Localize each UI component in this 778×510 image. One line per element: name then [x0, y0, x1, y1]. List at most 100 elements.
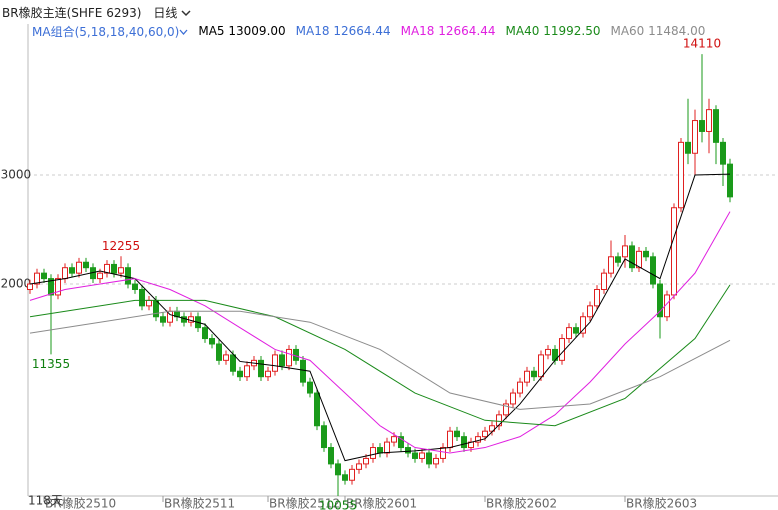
legend-value: 12664.44 — [438, 24, 496, 38]
legend-value: 13009.00 — [228, 24, 286, 38]
period-selector[interactable]: 日线 — [153, 4, 191, 21]
x-tick-label: BR橡胶2601 — [346, 496, 417, 510]
ma-line — [29, 173, 731, 462]
y-tick-label: 13000 — [0, 168, 31, 182]
candle-body — [622, 245, 628, 258]
candle-body — [594, 288, 600, 307]
candle-body — [314, 392, 320, 427]
ma-legend: MA组合(5,18,18,40,60,0) MA5 13009.00 MA18 1… — [32, 22, 705, 40]
candle-body — [272, 354, 278, 372]
candle-body — [580, 316, 586, 334]
candle-body — [370, 447, 376, 459]
candle-body — [657, 283, 663, 318]
y-tick-label: 12000 — [0, 277, 31, 291]
candle-body — [356, 463, 362, 470]
candle-body — [643, 250, 649, 258]
toolbar: BR橡胶主连(SHFE 6293) 日线 — [0, 0, 778, 24]
candle-body — [216, 343, 222, 361]
candle-body — [608, 256, 614, 274]
candle-body — [125, 267, 131, 285]
legend-item: MA5 13009.00 — [198, 24, 285, 38]
candle-body — [34, 272, 40, 285]
candle-body — [426, 452, 432, 465]
candle-body — [615, 256, 621, 263]
period[interactable]: 日线 — [153, 5, 178, 20]
candle-body — [237, 370, 243, 378]
legend-name: MA5 — [198, 24, 225, 38]
legend-item: MA18 12664.44 — [401, 24, 496, 38]
candle-body — [398, 436, 404, 449]
candle-body — [503, 403, 509, 416]
candle-body — [27, 283, 33, 290]
candle-body — [482, 430, 488, 438]
candle-body — [41, 272, 47, 280]
candle-body — [111, 263, 117, 274]
chevron — [181, 9, 191, 16]
legend-value: 11992.50 — [543, 24, 601, 38]
candle-body — [321, 425, 327, 449]
candle-body — [461, 436, 467, 449]
candle-body — [363, 457, 369, 465]
candle-body — [517, 381, 523, 394]
extreme-label: 14110 — [683, 37, 721, 51]
candle-body — [706, 109, 712, 132]
legend-name: MA18 — [295, 24, 330, 38]
x-tick-label: BR橡胶2603 — [626, 496, 697, 510]
symbol[interactable]: BR橡胶主连(SHFE 6293) — [2, 5, 142, 20]
legend-title-text[interactable]: MA组合(5,18,18,40,60,0) — [32, 24, 180, 39]
candle-body — [83, 261, 89, 269]
legend-item: MA60 11484.00 — [610, 24, 705, 38]
candle-body — [391, 436, 397, 443]
candle-body — [524, 370, 530, 383]
candle-body — [132, 283, 138, 290]
candle-body — [720, 141, 726, 165]
candle-body — [139, 288, 145, 307]
candle-body — [342, 474, 348, 481]
legend-value: 12664.44 — [333, 24, 391, 38]
candle-body — [559, 338, 565, 361]
candle-body — [293, 348, 299, 361]
candle-body — [538, 354, 544, 378]
candle-body — [153, 299, 159, 318]
candle-body — [377, 447, 383, 454]
candle-body — [62, 267, 68, 280]
legend-title[interactable]: MA组合(5,18,18,40,60,0) — [32, 23, 188, 40]
candle-body — [384, 441, 390, 454]
candle-body — [412, 452, 418, 459]
legend-name: MA60 — [610, 24, 645, 38]
candle-body — [440, 447, 446, 459]
candle-body — [433, 457, 439, 465]
candle-body — [279, 354, 285, 367]
legend-item: MA40 11992.50 — [506, 24, 601, 38]
candle-body — [636, 250, 642, 269]
candle-body — [335, 463, 341, 476]
x-tick-label: BR橡胶2602 — [486, 496, 557, 510]
candle-body — [405, 447, 411, 454]
candle-body — [678, 141, 684, 209]
chevron — [179, 29, 188, 35]
candle-body — [202, 327, 208, 340]
legend-name: MA40 — [505, 24, 540, 38]
candle-body — [97, 272, 103, 280]
candle-body — [587, 305, 593, 318]
candle-body — [300, 359, 306, 383]
candle-body — [601, 272, 607, 290]
candle-body — [692, 120, 698, 154]
candle-body — [671, 207, 677, 296]
legend-item: MA18 12664.44 — [296, 24, 391, 38]
candle-body — [104, 263, 110, 274]
candle-body — [349, 468, 355, 481]
candle-body — [307, 381, 313, 394]
candle-body — [545, 348, 551, 356]
candle-body — [531, 370, 537, 378]
legend-value: 11484.00 — [648, 24, 706, 38]
candle-body — [727, 163, 733, 198]
candle-body — [699, 120, 705, 132]
extreme-label: 12255 — [102, 239, 140, 253]
candle-body — [475, 436, 481, 443]
candle-body — [230, 354, 236, 372]
candle-body — [713, 109, 719, 143]
x-tick-label: BR橡胶2512 — [269, 496, 340, 510]
candle-body — [223, 354, 229, 361]
